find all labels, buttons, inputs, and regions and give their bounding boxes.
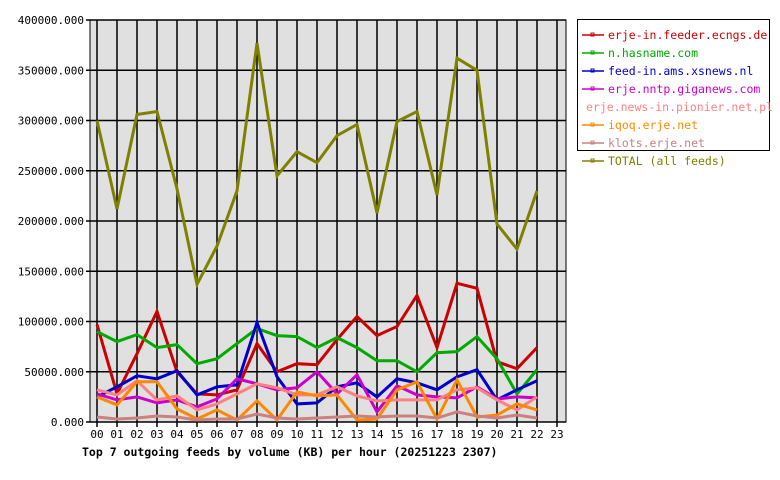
y-tick-label: 150000.000 (18, 265, 84, 278)
legend: erje-in.feeder.ecngs.de n.hasname.com feed… (577, 19, 773, 168)
plot-area: 00 01 02 03 04 05 06 07 08 09 10 11 12 13 14 15 16 17 18 19… (18, 14, 567, 441)
legend-item: erje-in.feeder.ecngs.de (578, 26, 769, 44)
x-tick-label: 14 (370, 428, 384, 441)
series-line-5 (96, 376, 538, 423)
legend-label: n.hasname.com (608, 46, 699, 60)
x-tick-label: 12 (330, 428, 343, 441)
legend-line-icon (582, 158, 604, 163)
series-line-1 (96, 326, 539, 397)
x-tick-label: 01 (110, 428, 123, 441)
legend-item: klots.erje.net (578, 134, 769, 152)
series-line-7 (95, 42, 539, 289)
series-line-0 (95, 281, 539, 399)
x-tick-label: 22 (530, 428, 543, 441)
y-tick-label: 400000.000 (18, 14, 84, 27)
y-tick-label: 50000.000 (24, 366, 84, 379)
x-tick-label: 20 (490, 428, 503, 441)
legend-line-icon (582, 122, 604, 127)
x-tick-label: 10 (290, 428, 303, 441)
chart-title: Top 7 outgoing feeds by volume (KB) per … (82, 445, 497, 459)
legend-line-icon (582, 50, 604, 55)
legend-item: erje.nntp.giganews.com (578, 80, 769, 98)
x-tick-label: 08 (250, 428, 263, 441)
legend-item: n.hasname.com (578, 44, 769, 62)
x-tick-label: 17 (430, 428, 443, 441)
y-tick-label: 0.000 (51, 416, 84, 429)
legend-line-icon (582, 68, 604, 73)
x-tick-label: 21 (510, 428, 523, 441)
legend-label: erje.news-in.pionier.net.pl (586, 100, 773, 114)
x-tick-label: 16 (410, 428, 423, 441)
x-tick-label: 00 (90, 428, 103, 441)
legend-label: iqoq.erje.net (608, 118, 699, 132)
legend-line-icon (582, 140, 604, 145)
y-tick-label: 350000.000 (18, 64, 84, 77)
x-tick-label: 03 (150, 428, 163, 441)
x-tick-label: 04 (170, 428, 184, 441)
x-tick-label: 18 (450, 428, 463, 441)
y-tick-label: 100000.000 (18, 316, 84, 329)
series-line-2 (96, 317, 538, 406)
x-tick-label: 06 (210, 428, 223, 441)
x-tick-label: 05 (190, 428, 203, 441)
legend-label: klots.erje.net (608, 136, 705, 150)
legend-label: feed-in.ams.xsnews.nl (608, 64, 754, 78)
y-tick-label: 300000.000 (18, 115, 84, 128)
legend-item: erje.news-in.pionier.net.pl (578, 98, 773, 116)
x-tick-label: 11 (310, 428, 323, 441)
y-tick-label: 250000.000 (18, 165, 84, 178)
legend-label: TOTAL (all feeds) (608, 154, 726, 168)
x-tick-label: 09 (270, 428, 283, 441)
series-line-6 (96, 410, 538, 422)
x-tick-label: 15 (390, 428, 403, 441)
x-tick-label: 13 (350, 428, 363, 441)
legend-item: feed-in.ams.xsnews.nl (578, 62, 769, 80)
x-tick-label: 02 (130, 428, 143, 441)
legend-item: TOTAL (all feeds) (578, 152, 769, 170)
legend-line-icon (582, 32, 604, 37)
x-tick-label: 19 (470, 428, 483, 441)
legend-label: erje-in.feeder.ecngs.de (608, 28, 768, 42)
y-tick-label: 200000.000 (18, 215, 84, 228)
legend-line-icon (582, 86, 604, 91)
x-tick-label: 07 (230, 428, 243, 441)
legend-item: iqoq.erje.net (578, 116, 769, 134)
x-tick-label: 23 (550, 428, 563, 441)
legend-label: erje.nntp.giganews.com (608, 82, 761, 96)
